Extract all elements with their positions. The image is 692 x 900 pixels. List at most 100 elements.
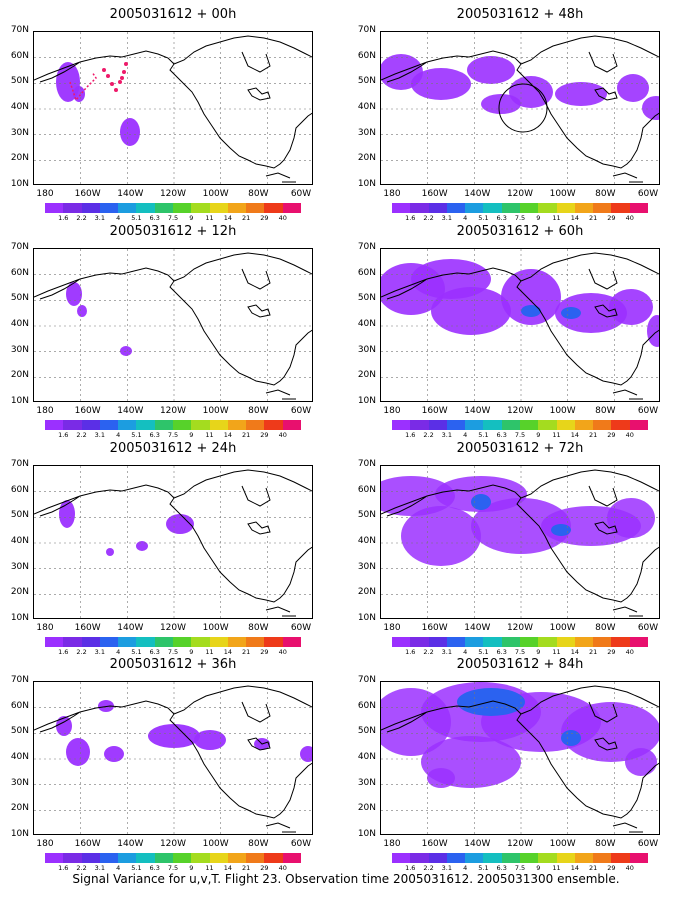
colorbar-label: 5.1 xyxy=(131,864,142,872)
colorbar-segment xyxy=(501,637,520,647)
colorbar-segment xyxy=(154,420,173,430)
lon-tick-label: 80W xyxy=(248,406,269,416)
colorbar-label: 4 xyxy=(463,648,468,656)
panel-title: 2005031612 + 84h xyxy=(456,657,584,672)
coastline xyxy=(520,685,659,715)
lat-tick-label: 60N xyxy=(10,50,29,61)
lat-tick-label: 60N xyxy=(10,267,29,278)
variance-contour xyxy=(609,289,653,325)
colorbar-label: 2.2 xyxy=(76,431,87,439)
colorbar-segment xyxy=(446,203,466,213)
colorbar-segment xyxy=(264,420,283,430)
colorbar-label: 1.6 xyxy=(405,214,416,222)
variance-contour xyxy=(120,118,140,146)
coastline xyxy=(34,489,123,517)
colorbar-label: 29 xyxy=(607,864,616,872)
lat-tick-label: 70N xyxy=(10,242,29,252)
lon-tick-label: 160W xyxy=(74,623,101,633)
lat-tick-label: 10N xyxy=(357,396,376,406)
lon-tick-label: 160W xyxy=(421,839,448,849)
colorbar-label: 21 xyxy=(589,214,598,222)
colorbar-segment xyxy=(172,420,192,430)
coastline xyxy=(520,35,659,65)
map-plot xyxy=(380,465,660,619)
lon-tick-label: 140W xyxy=(464,623,491,633)
colorbar-segment xyxy=(191,853,210,863)
colorbar-segment xyxy=(246,853,265,863)
variance-contour xyxy=(136,541,148,551)
colorbar-label: 5.1 xyxy=(131,214,142,222)
lat-tick-label: 60N xyxy=(357,267,376,278)
colorbar-label: 4 xyxy=(463,431,468,439)
colorbar-segment xyxy=(629,420,648,430)
colorbar-segment xyxy=(81,637,100,647)
colorbar-label: 9 xyxy=(536,214,541,222)
colorbar-segment xyxy=(392,203,411,213)
lon-tick-label: 140W xyxy=(117,189,144,199)
observation-point xyxy=(124,62,128,66)
variance-contour xyxy=(98,700,114,712)
colorbar-segment xyxy=(227,420,247,430)
colorbar-segment xyxy=(282,420,301,430)
lat-tick-label: 50N xyxy=(10,510,29,521)
colorbar-label: 1.6 xyxy=(58,648,69,656)
colorbar-segment xyxy=(629,203,648,213)
colorbar-segment xyxy=(282,203,301,213)
lon-tick-label: 100W xyxy=(549,189,576,199)
colorbar-segment xyxy=(264,853,283,863)
variance-contour xyxy=(73,86,85,102)
colorbar-label: 2.2 xyxy=(76,214,87,222)
colorbar-segment xyxy=(63,637,82,647)
coastline xyxy=(173,469,312,499)
variance-contour xyxy=(555,293,627,333)
colorbar-label: 11 xyxy=(552,864,561,872)
panel-title: 2005031612 + 12h xyxy=(109,224,237,239)
variance-contour xyxy=(56,716,72,736)
colorbar-label: 1.6 xyxy=(405,648,416,656)
colorbar-segment xyxy=(209,203,228,213)
variance-contour xyxy=(617,74,649,102)
map-canvas xyxy=(34,32,312,184)
colorbar-segment xyxy=(154,853,173,863)
colorbar-label: 29 xyxy=(607,214,616,222)
lat-tick-label: 40N xyxy=(10,319,29,329)
colorbar-label: 1.6 xyxy=(58,431,69,439)
colorbar-segment xyxy=(264,637,283,647)
colorbar-segment xyxy=(538,420,557,430)
colorbar-segment xyxy=(593,203,612,213)
colorbar-label: 5.1 xyxy=(478,864,489,872)
lat-tick-label: 10N xyxy=(10,613,29,623)
colorbar-segment xyxy=(282,637,301,647)
coastline xyxy=(520,252,659,282)
colorbar-label: 9 xyxy=(189,214,194,222)
colorbar-segment xyxy=(593,637,612,647)
colorbar xyxy=(392,420,648,430)
colorbar xyxy=(45,637,301,647)
figure-caption: Signal Variance for u,v,T. Flight 23. Ob… xyxy=(72,872,620,886)
observation-point xyxy=(118,80,122,84)
lon-tick-label: 60W xyxy=(290,406,312,416)
lat-tick-label: 40N xyxy=(357,752,376,762)
coastline xyxy=(121,50,312,169)
lon-tick-label: 120W xyxy=(159,839,187,849)
lat-tick-label: 70N xyxy=(357,25,376,35)
variance-contour xyxy=(166,514,194,534)
panel-title: 2005031612 + 48h xyxy=(456,7,584,22)
lat-tick-label: 40N xyxy=(10,752,29,762)
map-canvas xyxy=(381,682,659,834)
lat-tick-label: 10N xyxy=(357,829,376,839)
colorbar-segment xyxy=(154,203,173,213)
colorbar-segment xyxy=(574,853,594,863)
lon-tick-label: 100W xyxy=(202,189,229,199)
colorbar-segment xyxy=(209,420,228,430)
colorbar-label: 3.1 xyxy=(94,431,106,439)
variance-contour xyxy=(106,548,114,556)
panel-title: 2005031612 + 72h xyxy=(456,441,584,456)
lat-tick-label: 50N xyxy=(357,510,376,521)
lat-tick-label: 70N xyxy=(357,675,376,685)
panel-title: 2005031612 + 60h xyxy=(456,224,584,239)
coastline xyxy=(121,484,312,603)
colorbar-segment xyxy=(410,853,429,863)
colorbar-segment xyxy=(246,637,265,647)
observation-point xyxy=(106,74,110,78)
